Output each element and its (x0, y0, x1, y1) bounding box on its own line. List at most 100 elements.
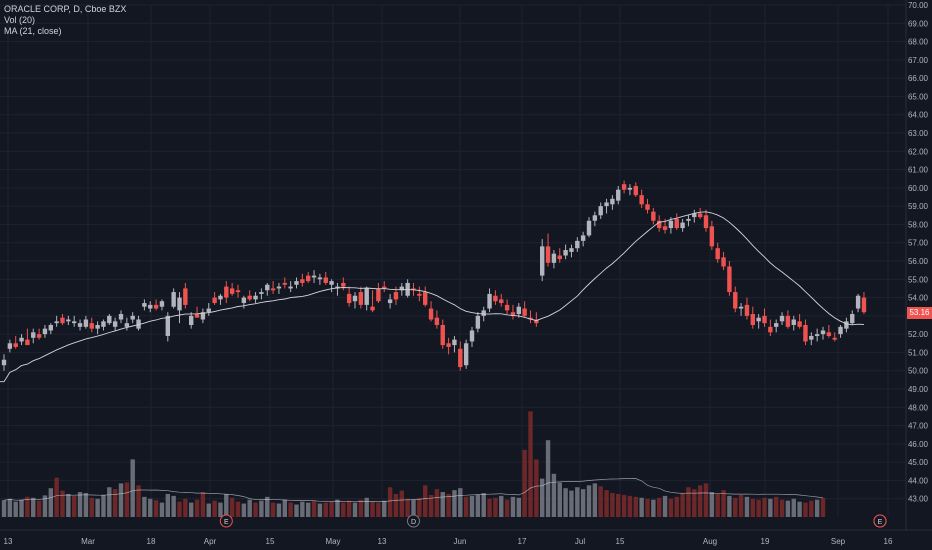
volume-bar (259, 500, 264, 517)
candle (475, 312, 481, 333)
y-tick-label: 54.00 (908, 294, 929, 303)
candle-body (159, 301, 165, 307)
candle-body (25, 339, 30, 346)
candle (692, 209, 697, 223)
volume-bar (569, 490, 574, 517)
candle (616, 186, 621, 205)
y-tick-label: 56.00 (908, 257, 929, 266)
candle-body (826, 332, 832, 336)
candle (715, 242, 720, 263)
candle-body (212, 297, 217, 304)
volume-bar (545, 440, 551, 517)
candle-body (540, 246, 545, 276)
candle-body (727, 266, 732, 293)
volume-bar (668, 498, 674, 517)
candle-body (545, 246, 551, 263)
candle (352, 292, 358, 309)
candle (25, 328, 30, 346)
volume-bar (522, 449, 527, 517)
candle (346, 286, 352, 307)
volume-bar (820, 497, 826, 517)
candle-body (253, 295, 258, 300)
candle (329, 279, 334, 293)
volume-bar (575, 487, 580, 517)
candle-body (194, 314, 200, 318)
volume-bar (323, 502, 328, 517)
candle-body (487, 293, 492, 309)
candle-body (598, 206, 603, 216)
volume-bar (709, 492, 715, 517)
candle (124, 317, 130, 331)
volume-bar (77, 492, 83, 517)
candle (750, 306, 755, 329)
candle-body (680, 222, 685, 229)
candle (861, 292, 867, 315)
volume-bar (317, 503, 323, 517)
time-axis[interactable]: 13 Mar 18 Apr 15 May 13 Jun 17 Jul 15 Aug 19 Sep 16 (4, 537, 893, 546)
volume-bar (153, 500, 159, 517)
candle (265, 282, 270, 296)
candle (586, 217, 592, 238)
candle (1, 354, 7, 371)
volume-bar (42, 495, 48, 517)
candle (229, 282, 235, 296)
volume-bar (774, 496, 779, 517)
volume-bar (551, 473, 557, 517)
candle-body (265, 284, 270, 291)
candle (118, 310, 124, 324)
volume-bar (463, 496, 469, 517)
candle (358, 286, 364, 309)
candle-body (458, 348, 463, 368)
candle-body (393, 292, 399, 300)
candle (557, 248, 562, 263)
symbol-title[interactable]: ORACLE CORP, D, Cboe BZX (4, 4, 127, 14)
candle (282, 277, 287, 289)
x-tick-label: 13 (378, 537, 387, 546)
volume-bar (738, 494, 744, 517)
candle (592, 211, 598, 227)
candle-body (282, 282, 287, 285)
candle (452, 335, 457, 353)
candle-body (411, 288, 416, 291)
volume-bar (352, 502, 358, 517)
price-axis[interactable]: 70.00 69.00 68.00 67.00 66.00 65.00 64.00 63.00… (908, 1, 929, 504)
volume-bar (118, 483, 124, 517)
x-tick-label: Mar (81, 537, 95, 546)
volume-bar (458, 488, 463, 517)
candle-body (499, 299, 504, 304)
candle (657, 215, 662, 232)
candle (247, 290, 252, 302)
volume-bar (306, 502, 311, 517)
volume-bar (382, 500, 387, 517)
volume-bar (610, 493, 615, 517)
candle-body (469, 330, 475, 342)
candle-body (709, 226, 715, 247)
candle (54, 315, 59, 327)
candle-body (382, 286, 387, 289)
candle-body (370, 306, 375, 311)
candle-body (153, 304, 159, 309)
candle (241, 295, 247, 309)
candle-body (434, 317, 440, 325)
x-tick-label: 13 (4, 537, 13, 546)
candle (855, 293, 861, 313)
candle (165, 312, 170, 342)
candle-body (300, 279, 305, 283)
candle (7, 339, 13, 353)
candle-body (610, 198, 615, 205)
volume-bar (13, 501, 18, 517)
volume-indicator-label[interactable]: Vol (20) (4, 15, 36, 25)
candle-body (317, 277, 323, 280)
candle (639, 189, 644, 208)
ma-indicator-label[interactable]: MA (21, close) (4, 26, 62, 36)
candle-body (224, 286, 229, 298)
volume-bar (504, 499, 510, 517)
volume-bar (616, 493, 621, 517)
volume-bar (750, 498, 755, 517)
volume-bar (727, 495, 732, 517)
event-markers[interactable]: EDEDE (219, 514, 887, 528)
candle (838, 325, 843, 338)
volume-bar (218, 502, 223, 517)
candle-body (177, 297, 182, 311)
